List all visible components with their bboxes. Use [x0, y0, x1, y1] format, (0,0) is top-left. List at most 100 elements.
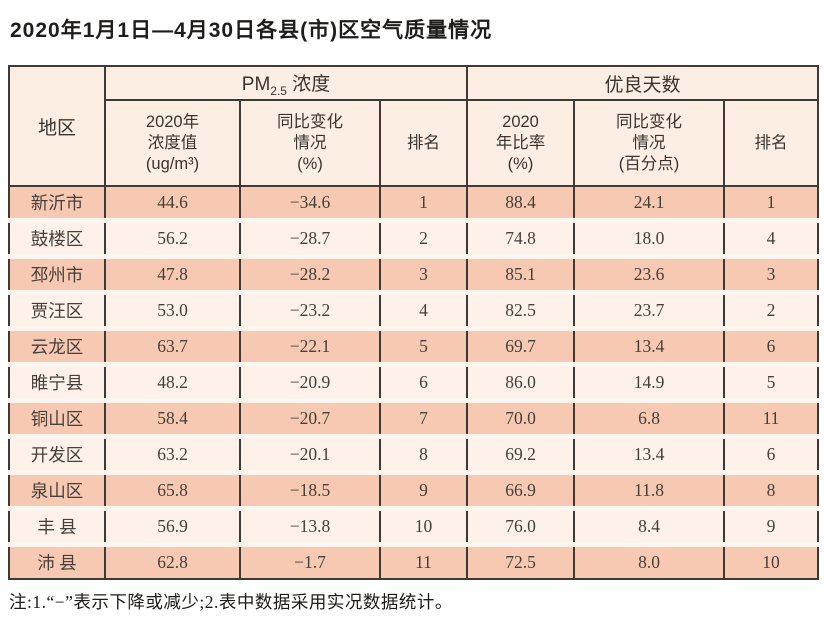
cell-pm-rank: 8	[379, 436, 468, 475]
cell-days-change: 23.6	[573, 256, 725, 295]
cell-region: 云龙区	[8, 328, 106, 367]
cell-pm-change: −22.1	[239, 328, 381, 367]
header-pm-change-line1: 同比变化	[277, 112, 343, 131]
cell-days-rate: 88.4	[466, 186, 575, 223]
cell-days-change: 13.4	[573, 328, 725, 367]
cell-days-rank: 6	[722, 436, 820, 475]
cell-days-change: 8.4	[573, 508, 725, 547]
header-days-change-line2: 情况	[632, 133, 666, 152]
table-row: 贾汪区 53.0 −23.2 4 82.5 23.7 2	[8, 292, 820, 331]
header-pm-change: 同比变化 情况 (%)	[239, 100, 381, 187]
cell-days-change: 14.9	[573, 364, 725, 403]
header-days-change-line3: (百分点)	[618, 154, 680, 173]
header-days-rate-line1: 2020	[502, 112, 539, 131]
header-pm-rank: 排名	[379, 100, 468, 187]
cell-pm-rank: 5	[379, 328, 468, 367]
cell-pm-value: 47.8	[104, 256, 241, 295]
cell-region: 睢宁县	[8, 364, 106, 403]
cell-days-rank: 1	[722, 186, 820, 223]
cell-days-rate: 86.0	[466, 364, 575, 403]
header-sub-row: 2020年 浓度值 (ug/m³) 同比变化 情况 (%) 排名 2020 年比…	[9, 100, 820, 187]
pm25-label-suffix: 浓度	[286, 73, 331, 95]
cell-pm-change: −20.7	[239, 400, 381, 439]
cell-pm-value: 56.9	[104, 508, 241, 547]
cell-region: 铜山区	[8, 400, 106, 439]
cell-days-change: 24.1	[573, 186, 725, 223]
cell-pm-change: −18.5	[239, 472, 381, 511]
cell-days-rank: 9	[722, 508, 820, 547]
table-row: 睢宁县 48.2 −20.9 6 86.0 14.9 5	[8, 364, 820, 403]
header-days-rate: 2020 年比率 (%)	[466, 100, 575, 187]
header-group-pm25: PM2.5 浓度	[104, 66, 468, 101]
cell-pm-value: 48.2	[104, 364, 241, 403]
cell-pm-change: −13.8	[239, 508, 381, 547]
cell-pm-value: 44.6	[104, 186, 241, 223]
cell-pm-change: −34.6	[239, 186, 381, 223]
cell-region: 沛 县	[8, 544, 106, 579]
cell-pm-rank: 1	[379, 186, 468, 223]
cell-pm-rank: 3	[379, 256, 468, 295]
cell-pm-value: 53.0	[104, 292, 241, 331]
header-days-rate-line3: (%)	[507, 154, 534, 173]
cell-days-change: 8.0	[573, 544, 725, 579]
header-pm-change-line3: (%)	[297, 154, 323, 173]
cell-pm-value: 63.7	[104, 328, 241, 367]
header-days-change: 同比变化 情况 (百分点)	[573, 100, 725, 187]
cell-days-rate: 76.0	[466, 508, 575, 547]
cell-days-change: 18.0	[573, 220, 725, 259]
cell-pm-change: −20.1	[239, 436, 381, 475]
table-row: 丰 县 56.9 −13.8 10 76.0 8.4 9	[8, 508, 820, 547]
cell-days-rank: 5	[722, 364, 820, 403]
table-row: 新沂市 44.6 −34.6 1 88.4 24.1 1	[8, 186, 820, 223]
table-row: 鼓楼区 56.2 −28.7 2 74.8 18.0 4	[8, 220, 820, 259]
table-row: 铜山区 58.4 −20.7 7 70.0 6.8 11	[8, 400, 820, 439]
cell-days-rank: 4	[722, 220, 820, 259]
cell-days-rank: 3	[722, 256, 820, 295]
cell-days-rank: 11	[722, 400, 820, 439]
cell-region: 新沂市	[8, 186, 106, 223]
cell-days-rate: 69.7	[466, 328, 575, 367]
cell-region: 丰 县	[8, 508, 106, 547]
table-row: 开发区 63.2 −20.1 8 69.2 13.4 6	[8, 436, 820, 475]
table-row: 沛 县 62.8 −1.7 11 72.5 8.0 10	[8, 544, 820, 579]
cell-days-rank: 10	[722, 544, 820, 579]
cell-region: 鼓楼区	[8, 220, 106, 259]
cell-days-rate: 72.5	[466, 544, 575, 579]
cell-days-rate: 70.0	[466, 400, 575, 439]
header-region: 地区	[8, 66, 106, 187]
cell-days-rank: 8	[722, 472, 820, 511]
cell-days-rate: 85.1	[466, 256, 575, 295]
cell-pm-value: 65.8	[104, 472, 241, 511]
cell-pm-rank: 11	[379, 544, 468, 579]
header-pm-value: 2020年 浓度值 (ug/m³)	[104, 100, 241, 187]
footnote: 注:1.“−”表示下降或减少;2.表中数据采用实况数据统计。	[9, 592, 453, 612]
cell-days-rank: 6	[722, 328, 820, 367]
pm25-label-subscript: 2.5	[270, 83, 287, 98]
cell-pm-rank: 10	[379, 508, 468, 547]
header-pm-value-line3: (ug/m³)	[145, 154, 200, 173]
cell-days-change: 23.7	[573, 292, 725, 331]
cell-pm-rank: 9	[379, 472, 468, 511]
cell-pm-value: 63.2	[104, 436, 241, 475]
header-days-rate-line2: 年比率	[495, 133, 546, 152]
header-days-rank: 排名	[722, 100, 820, 187]
cell-pm-value: 56.2	[104, 220, 241, 259]
cell-region: 邳州市	[8, 256, 106, 295]
cell-days-rate: 66.9	[466, 472, 575, 511]
cell-pm-change: −1.7	[239, 544, 381, 579]
cell-days-change: 11.8	[573, 472, 725, 511]
page-title: 2020年1月1日—4月30日各县(市)区空气质量情况	[10, 19, 493, 42]
header-pm-value-line1: 2020年	[145, 112, 200, 131]
cell-days-change: 6.8	[573, 400, 725, 439]
cell-pm-change: −20.9	[239, 364, 381, 403]
cell-days-rate: 69.2	[466, 436, 575, 475]
cell-days-rate: 74.8	[466, 220, 575, 259]
table-row: 邳州市 47.8 −28.2 3 85.1 23.6 3	[8, 256, 820, 295]
header-group-good-days: 优良天数	[465, 66, 820, 101]
cell-pm-rank: 6	[379, 364, 468, 403]
cell-region: 贾汪区	[8, 292, 106, 331]
cell-region: 开发区	[8, 436, 106, 475]
table-row: 泉山区 65.8 −18.5 9 66.9 11.8 8	[8, 472, 820, 511]
pm25-label-prefix: PM	[241, 73, 271, 95]
